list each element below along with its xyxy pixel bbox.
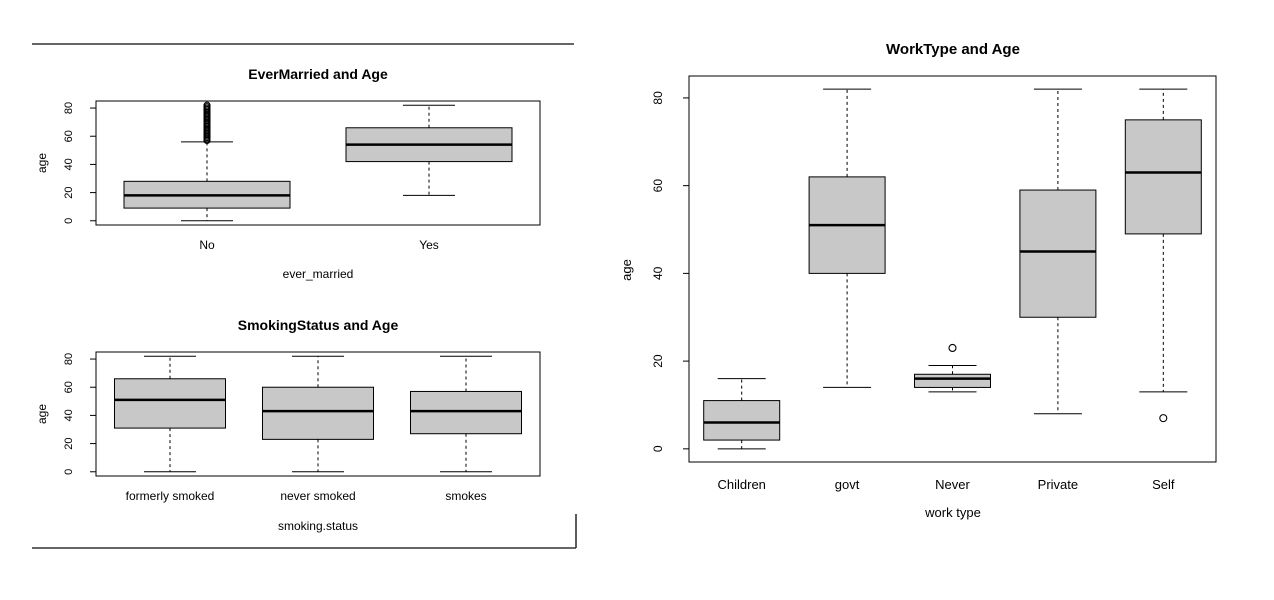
smokingstatus-age-chart: SmokingStatus and Age 0 20 40 60 80 formerly… (35, 317, 541, 533)
y-tick-label: 0 (63, 469, 75, 475)
y-tick-label: 60 (63, 130, 75, 142)
x-axis-label: ever_married (283, 267, 354, 281)
box-body (914, 373, 991, 388)
x-tick-label: smokes (445, 489, 486, 503)
worktype-age-chart: WorkType and Age 0 20 40 60 80 Children govt N… (619, 41, 1217, 520)
evermarried-age-chart: EverMarried and Age 0 20 40 60 80 No Yes ever… (35, 66, 541, 281)
y-axis: 0 20 40 60 80 (651, 91, 690, 452)
chart-title: EverMarried and Age (248, 66, 388, 82)
y-tick-label: 20 (651, 354, 665, 368)
y-tick-label: 20 (63, 186, 75, 198)
y-tick-label: 0 (63, 218, 75, 224)
x-tick-label: Never (935, 477, 970, 492)
box-yes (345, 104, 513, 196)
boxes (114, 355, 522, 473)
boxes (123, 101, 513, 222)
x-axis: No Yes (199, 238, 438, 252)
chart-title: SmokingStatus and Age (238, 317, 399, 333)
y-tick-label: 20 (63, 437, 75, 449)
chart-title: WorkType and Age (886, 41, 1020, 58)
x-tick-label: never smoked (280, 489, 355, 503)
box-body (410, 390, 522, 435)
boxes (703, 88, 1202, 450)
box-smokes (410, 355, 522, 473)
y-tick-label: 60 (63, 381, 75, 393)
box-never (914, 343, 991, 393)
y-tick-label: 40 (63, 158, 75, 170)
y-tick-label: 80 (63, 353, 75, 365)
x-axis-label: work type (924, 505, 981, 520)
box-never-smoked (262, 355, 374, 473)
box-self (1124, 88, 1202, 423)
y-axis-label: age (35, 153, 49, 173)
y-axis: 0 20 40 60 80 (63, 102, 97, 224)
x-axis-label: smoking.status (278, 519, 358, 533)
box-body (114, 378, 226, 429)
y-tick-label: 40 (63, 409, 75, 421)
box-body (1019, 189, 1097, 318)
x-tick-label: govt (835, 477, 860, 492)
outlier-point (203, 101, 211, 109)
y-axis-label: age (35, 404, 49, 424)
box-children (703, 378, 781, 450)
y-tick-label: 40 (651, 266, 665, 280)
box-formerly-smoked (114, 355, 226, 473)
box-body (1124, 119, 1202, 235)
x-tick-label: Children (717, 477, 765, 492)
box-body (262, 386, 374, 440)
x-tick-label: formerly smoked (126, 489, 215, 503)
x-tick-label: Yes (419, 238, 439, 252)
box-private (1019, 88, 1097, 415)
y-tick-label: 60 (651, 179, 665, 193)
x-tick-label: No (199, 238, 215, 252)
box-body (703, 400, 781, 441)
y-tick-label: 80 (63, 102, 75, 114)
box-govt (808, 88, 886, 388)
box-no (123, 101, 291, 222)
x-tick-label: Private (1038, 477, 1078, 492)
x-axis: Children govt Never Private Self (717, 477, 1174, 492)
y-tick-label: 80 (651, 91, 665, 105)
outlier-point (1159, 414, 1168, 423)
y-tick-label: 0 (651, 445, 665, 452)
x-tick-label: Self (1152, 477, 1175, 492)
outlier-point (948, 343, 957, 353)
y-axis: 0 20 40 60 80 (63, 353, 97, 475)
x-axis: formerly smoked never smoked smokes (126, 489, 487, 503)
y-axis-label: age (619, 259, 634, 281)
